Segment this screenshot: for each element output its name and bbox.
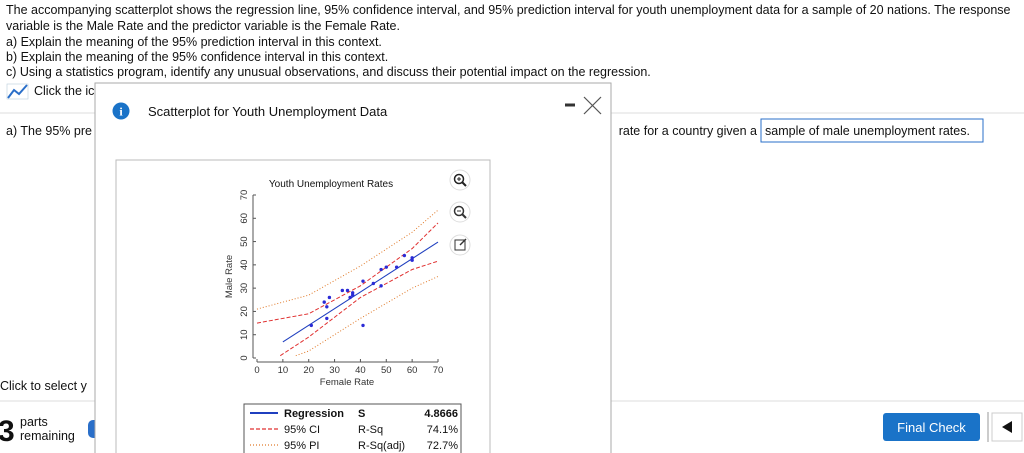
data-point	[379, 284, 383, 288]
data-point	[361, 279, 365, 283]
legend-box	[243, 403, 462, 453]
zoom-in[interactable]	[449, 169, 471, 191]
parts-label: parts	[20, 415, 48, 429]
data-point	[348, 295, 352, 300]
answer-prompt: rate for a country given a	[619, 124, 757, 138]
stat-value: 4.8666	[424, 408, 458, 420]
modal: i Scatterplot for Youth Unemployment Dat…	[94, 82, 612, 453]
modal-title: Scatterplot for Youth Unemployment Data	[148, 104, 388, 119]
data-point	[325, 305, 329, 309]
answer-selected[interactable]: sample of male unemployment rates.	[765, 124, 970, 138]
stat-value: 74.1%	[427, 424, 458, 436]
fit-line	[279, 260, 439, 357]
data-point	[361, 323, 365, 328]
parts-count: 3	[0, 415, 15, 448]
data-point	[322, 300, 326, 304]
data-point	[384, 265, 388, 269]
data-point	[345, 288, 350, 293]
fit-line	[256, 222, 439, 324]
data-point	[379, 267, 383, 272]
y-tick-label: 30	[239, 283, 250, 294]
stat-value: 72.7%	[427, 440, 458, 452]
y-tick-label: 10	[239, 329, 250, 340]
question-line: b) Explain the meaning of the 95% confid…	[6, 50, 388, 64]
fit-line	[295, 276, 439, 357]
parts-label: remaining	[20, 429, 75, 443]
info-icon-glyph: i	[119, 105, 123, 119]
question-line: c) Using a statistics program, identify …	[6, 65, 651, 79]
x-tick-label: 10	[278, 365, 289, 376]
data-point	[309, 323, 313, 328]
x-tick-label: 20	[303, 365, 314, 376]
x-tick-label: 60	[407, 365, 418, 376]
select-hint: Click to select y	[0, 379, 88, 393]
stat-name: R-Sq(adj)	[358, 440, 405, 452]
x-tick-label: 50	[381, 365, 392, 376]
stat-name: S	[358, 408, 365, 420]
y-tick-label: 20	[239, 306, 250, 317]
fit-line	[256, 209, 439, 310]
data-point	[410, 258, 414, 262]
data-point	[402, 253, 407, 258]
prev-button[interactable]	[991, 412, 1023, 442]
zoom-out[interactable]	[449, 201, 471, 223]
legend-label: Regression	[284, 408, 344, 420]
data-point	[350, 293, 355, 297]
data-point	[327, 295, 332, 300]
final-check-label[interactable]: Final Check	[897, 420, 966, 435]
stat-name: R-Sq	[358, 424, 383, 436]
data-point	[371, 281, 376, 286]
info-icon	[112, 102, 130, 120]
y-tick-label: 40	[239, 260, 250, 271]
data-point	[325, 316, 329, 321]
y-tick-label: 60	[239, 213, 250, 224]
x-tick-label: 40	[355, 365, 366, 376]
data-point	[340, 288, 345, 293]
chart-title: Youth Unemployment Rates	[269, 179, 393, 190]
y-tick-label: 50	[239, 236, 250, 247]
answer-prompt: a) The 95% pre	[6, 124, 92, 138]
question-line: a) Explain the meaning of the 95% predic…	[6, 35, 382, 49]
final-check-button[interactable]	[883, 413, 980, 441]
y-tick-label: 70	[239, 190, 250, 201]
legend-label: 95% CI	[284, 424, 320, 436]
hint[interactable]: Click the ic	[34, 84, 94, 98]
answer-box[interactable]	[760, 118, 984, 143]
x-tick-label: 0	[254, 365, 259, 376]
chart: Youth Unemployment Rates Female Rate Male …	[224, 179, 462, 453]
open-external[interactable]	[449, 234, 471, 256]
chart-icon[interactable]	[6, 83, 29, 100]
x-axis-label: Female Rate	[320, 377, 374, 388]
y-axis-label: Male Rate	[224, 255, 235, 298]
data-point	[410, 256, 414, 260]
question-line: variable is the Male Rate and the predic…	[6, 19, 400, 33]
question-line: The accompanying scatterplot shows the r…	[6, 3, 1011, 17]
data-point	[394, 265, 399, 269]
x-tick-label: 30	[329, 365, 340, 376]
legend-label: 95% PI	[284, 440, 319, 452]
x-tick-label: 70	[433, 365, 444, 376]
data-point	[350, 291, 355, 295]
close-button[interactable]	[583, 96, 602, 115]
y-tick-label: 0	[239, 355, 250, 360]
